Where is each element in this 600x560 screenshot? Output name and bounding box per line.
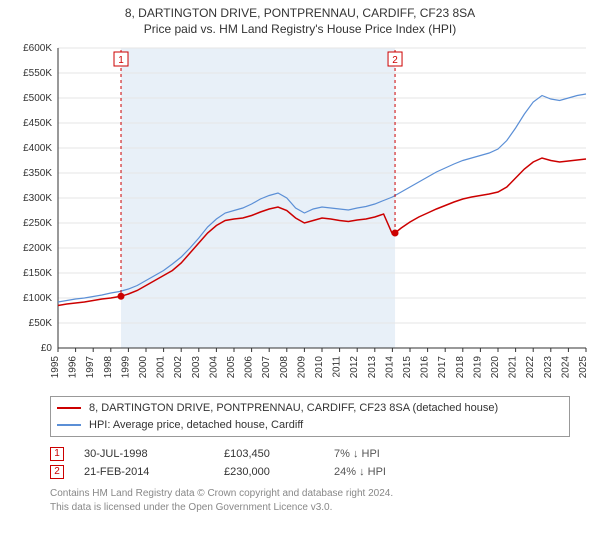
svg-text:2012: 2012 bbox=[349, 356, 360, 379]
svg-text:£450K: £450K bbox=[23, 118, 52, 129]
svg-text:2017: 2017 bbox=[437, 356, 448, 379]
svg-text:2023: 2023 bbox=[543, 356, 554, 379]
svg-text:1997: 1997 bbox=[85, 356, 96, 379]
svg-text:2009: 2009 bbox=[296, 356, 307, 379]
sales-table: 1 30-JUL-1998 £103,450 7% ↓ HPI 2 21-FEB-2014… bbox=[50, 445, 570, 481]
svg-text:2025: 2025 bbox=[578, 356, 589, 379]
svg-text:1995: 1995 bbox=[50, 356, 61, 379]
legend-label: HPI: Average price, detached house, Card… bbox=[89, 417, 303, 434]
svg-text:2: 2 bbox=[392, 55, 398, 66]
sale-date: 30-JUL-1998 bbox=[84, 448, 204, 460]
title-subtitle: Price paid vs. HM Land Registry's House … bbox=[10, 22, 590, 36]
svg-text:£500K: £500K bbox=[23, 93, 52, 104]
legend-row: 8, DARTINGTON DRIVE, PONTPRENNAU, CARDIF… bbox=[57, 400, 563, 417]
legend-row: HPI: Average price, detached house, Card… bbox=[57, 417, 563, 434]
legend-swatch bbox=[57, 407, 81, 409]
svg-text:2019: 2019 bbox=[472, 356, 483, 379]
svg-text:2002: 2002 bbox=[173, 356, 184, 379]
title-address: 8, DARTINGTON DRIVE, PONTPRENNAU, CARDIF… bbox=[10, 6, 590, 20]
svg-text:2008: 2008 bbox=[279, 356, 290, 379]
sale-date: 21-FEB-2014 bbox=[84, 466, 204, 478]
svg-text:2014: 2014 bbox=[384, 356, 395, 379]
sale-row: 1 30-JUL-1998 £103,450 7% ↓ HPI bbox=[50, 445, 570, 463]
svg-text:2021: 2021 bbox=[508, 356, 519, 379]
sale-row: 2 21-FEB-2014 £230,000 24% ↓ HPI bbox=[50, 463, 570, 481]
sale-marker: 2 bbox=[50, 465, 64, 479]
svg-text:2011: 2011 bbox=[332, 356, 343, 378]
svg-text:2020: 2020 bbox=[490, 356, 501, 379]
svg-text:1999: 1999 bbox=[120, 356, 131, 379]
svg-text:£0: £0 bbox=[41, 343, 53, 354]
chart-legend: 8, DARTINGTON DRIVE, PONTPRENNAU, CARDIF… bbox=[50, 396, 570, 437]
svg-text:2001: 2001 bbox=[156, 356, 167, 379]
footer-line1: Contains HM Land Registry data © Crown c… bbox=[50, 487, 570, 501]
svg-text:2005: 2005 bbox=[226, 356, 237, 379]
sale-marker: 1 bbox=[50, 447, 64, 461]
chart-titles: 8, DARTINGTON DRIVE, PONTPRENNAU, CARDIF… bbox=[10, 6, 590, 36]
svg-text:2004: 2004 bbox=[208, 356, 219, 379]
svg-text:1998: 1998 bbox=[103, 356, 114, 379]
svg-text:2000: 2000 bbox=[138, 356, 149, 379]
svg-text:1996: 1996 bbox=[68, 356, 79, 379]
footer-line2: This data is licensed under the Open Gov… bbox=[50, 501, 570, 515]
svg-text:2003: 2003 bbox=[191, 356, 202, 379]
svg-text:£100K: £100K bbox=[23, 293, 52, 304]
legend-label: 8, DARTINGTON DRIVE, PONTPRENNAU, CARDIF… bbox=[89, 400, 498, 417]
svg-text:£400K: £400K bbox=[23, 143, 52, 154]
legend-swatch bbox=[57, 424, 81, 426]
svg-text:£50K: £50K bbox=[29, 318, 53, 329]
svg-text:£150K: £150K bbox=[23, 268, 52, 279]
svg-text:1: 1 bbox=[118, 55, 124, 66]
svg-text:£350K: £350K bbox=[23, 168, 52, 179]
svg-text:2013: 2013 bbox=[367, 356, 378, 379]
svg-text:2016: 2016 bbox=[420, 356, 431, 379]
svg-text:2022: 2022 bbox=[525, 356, 536, 379]
svg-text:2018: 2018 bbox=[455, 356, 466, 379]
svg-text:2010: 2010 bbox=[314, 356, 325, 379]
svg-text:2024: 2024 bbox=[560, 356, 571, 379]
sale-vs-hpi: 7% ↓ HPI bbox=[334, 448, 380, 460]
footer-attribution: Contains HM Land Registry data © Crown c… bbox=[50, 487, 570, 514]
svg-text:2015: 2015 bbox=[402, 356, 413, 379]
sale-price: £230,000 bbox=[224, 466, 314, 478]
sale-vs-hpi: 24% ↓ HPI bbox=[334, 466, 386, 478]
price-chart: £0 £50K £100K £150K £200K £250K £300K £350K £400… bbox=[10, 42, 600, 388]
sale-price: £103,450 bbox=[224, 448, 314, 460]
svg-text:£250K: £250K bbox=[23, 218, 52, 229]
svg-text:2007: 2007 bbox=[261, 356, 272, 379]
svg-text:2006: 2006 bbox=[244, 356, 255, 379]
svg-text:£550K: £550K bbox=[23, 68, 52, 79]
chart-area: £0 £50K £100K £150K £200K £250K £300K £350K £400… bbox=[10, 42, 590, 388]
svg-text:£300K: £300K bbox=[23, 193, 52, 204]
svg-text:£600K: £600K bbox=[23, 43, 52, 54]
svg-text:£200K: £200K bbox=[23, 243, 52, 254]
